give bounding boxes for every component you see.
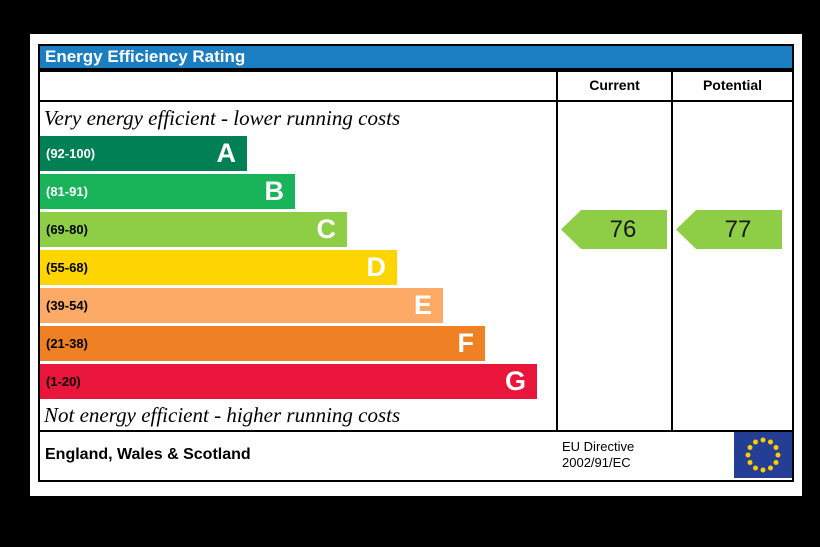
current-rating-cell: 76 — [558, 102, 673, 430]
band-a: (92-100) A — [40, 136, 247, 171]
rating-bands: (92-100) A (81-91) B (69-80) C (55-68) D (39-54)… — [40, 136, 537, 402]
bottom-note: Not energy efficient - higher running co… — [44, 403, 401, 427]
band-range-label: (39-54) — [46, 298, 88, 313]
band-range-label: (81-91) — [46, 184, 88, 199]
band-d: (55-68) D — [40, 250, 397, 285]
header-spacer — [40, 72, 558, 100]
table-body-row: Very energy efficient - lower running co… — [40, 102, 792, 432]
potential-rating-arrow: 77 — [676, 210, 782, 249]
band-e: (39-54) E — [40, 288, 443, 323]
epc-chart-panel: Energy Efficiency Rating Current Potenti… — [30, 34, 802, 496]
top-note: Very energy efficient - lower running co… — [44, 106, 401, 130]
band-range-label: (21-38) — [46, 336, 88, 351]
eu-flag-icon — [734, 432, 792, 478]
band-letter: F — [457, 328, 475, 358]
band-letter: B — [264, 176, 285, 206]
eu-directive-line2: 2002/91/EC — [562, 455, 631, 470]
band-range-label: (55-68) — [46, 260, 88, 275]
band-letter: C — [316, 214, 337, 244]
current-rating-arrow: 76 — [561, 210, 667, 249]
potential-rating-value: 77 — [724, 215, 752, 243]
band-c: (69-80) C — [40, 212, 347, 247]
current-rating-value: 76 — [609, 215, 637, 243]
band-letter: D — [366, 252, 387, 282]
band-f: (21-38) F — [40, 326, 485, 361]
column-header-potential: Potential — [702, 77, 763, 93]
region-label: England, Wales & Scotland — [45, 446, 251, 463]
band-letter: G — [504, 366, 526, 396]
band-letter: A — [216, 138, 237, 168]
band-b: (81-91) B — [40, 174, 295, 209]
band-g: (1-20) G — [40, 364, 537, 399]
band-letter: E — [413, 290, 432, 320]
band-range-label: (92-100) — [46, 146, 96, 161]
column-header-current: Current — [558, 72, 673, 100]
rating-table: Current Potential Very energy efficient … — [38, 70, 794, 482]
band-range-label: (1-20) — [46, 374, 81, 389]
eu-directive-label: EU Directive 2002/91/EC — [562, 439, 634, 472]
potential-rating-cell: 77 — [673, 102, 792, 430]
rating-scale-cell: Very energy efficient - lower running co… — [40, 102, 558, 430]
table-header-row: Current Potential — [40, 72, 792, 102]
table-footer-row: England, Wales & Scotland EU Directive 2… — [40, 432, 792, 478]
band-range-label: (69-80) — [46, 222, 88, 237]
eu-directive-line1: EU Directive — [562, 438, 635, 454]
chart-title: Energy Efficiency Rating — [38, 44, 794, 70]
